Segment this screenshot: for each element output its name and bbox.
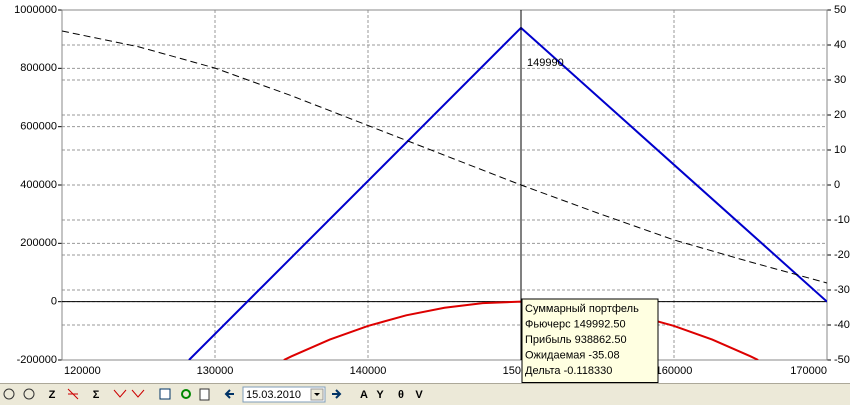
y2-tick-label: -10 bbox=[834, 214, 850, 226]
y2-tick-label: 10 bbox=[834, 144, 846, 156]
y-tick-label: 200000 bbox=[20, 237, 57, 249]
y-tick-label: 400000 bbox=[20, 179, 57, 191]
y-tick-label: 800000 bbox=[20, 62, 57, 74]
toolbar-button[interactable]: Y bbox=[376, 389, 384, 401]
toolbar-button[interactable]: Σ bbox=[93, 389, 100, 401]
y2-tick-label: -20 bbox=[834, 249, 850, 261]
calc-button[interactable] bbox=[199, 388, 210, 401]
plot-frame bbox=[61, 9, 828, 361]
tooltip-line: Суммарный портфель bbox=[525, 303, 639, 315]
tooltip-line: Фьючерс 149992.50 bbox=[525, 318, 626, 330]
x-tick-label: 170000 bbox=[790, 365, 827, 377]
tool-button[interactable] bbox=[113, 389, 145, 398]
tool-button[interactable] bbox=[67, 388, 79, 400]
next-date-button[interactable] bbox=[332, 389, 342, 399]
toolbar bbox=[0, 383, 850, 405]
y2-tick-label: -30 bbox=[834, 284, 850, 296]
y-tick-label: 0 bbox=[51, 296, 57, 308]
refresh-button[interactable] bbox=[181, 389, 191, 399]
y2-tick-label: 40 bbox=[834, 39, 846, 51]
copy-button[interactable] bbox=[159, 388, 171, 400]
tooltip-line: Дельта -0.118330 bbox=[525, 365, 612, 377]
prev-date-button[interactable] bbox=[224, 389, 234, 399]
x-tick-label: 130000 bbox=[197, 365, 234, 377]
x-tick-label: 140000 bbox=[350, 365, 387, 377]
crosshair-label: 149990 bbox=[527, 57, 564, 69]
toolbar-button[interactable]: θ bbox=[398, 389, 404, 401]
tooltip bbox=[521, 298, 659, 383]
zoom-out-button[interactable] bbox=[23, 388, 35, 400]
chart-background bbox=[0, 0, 850, 383]
y2-tick-label: -50 bbox=[834, 354, 850, 366]
toolbar-button[interactable]: V bbox=[415, 389, 423, 401]
y-tick-label: -200000 bbox=[17, 354, 57, 366]
series-line bbox=[62, 30, 827, 284]
toolbar-button[interactable]: A bbox=[360, 389, 368, 401]
y-tick-label: 600000 bbox=[20, 121, 57, 133]
date-field[interactable] bbox=[242, 386, 326, 403]
y2-tick-label: -40 bbox=[834, 319, 850, 331]
y2-tick-label: 0 bbox=[834, 179, 840, 191]
toolbar-button[interactable]: Z bbox=[49, 389, 56, 401]
x-tick-label: 160000 bbox=[656, 365, 693, 377]
y2-tick-label: 20 bbox=[834, 109, 846, 121]
tooltip-line: Ожидаемая -35.08 bbox=[525, 349, 620, 361]
y-tick-label: 1000000 bbox=[14, 4, 57, 16]
y2-tick-label: 30 bbox=[834, 74, 846, 86]
tooltip-line: Прибыль 938862.50 bbox=[525, 334, 627, 346]
y2-tick-label: 50 bbox=[834, 4, 846, 16]
date-value: 15.03.2010 bbox=[246, 389, 301, 401]
dropdown-arrow bbox=[314, 393, 320, 396]
x-tick-label: 120000 bbox=[64, 365, 101, 377]
zoom-in-button[interactable] bbox=[3, 388, 15, 400]
